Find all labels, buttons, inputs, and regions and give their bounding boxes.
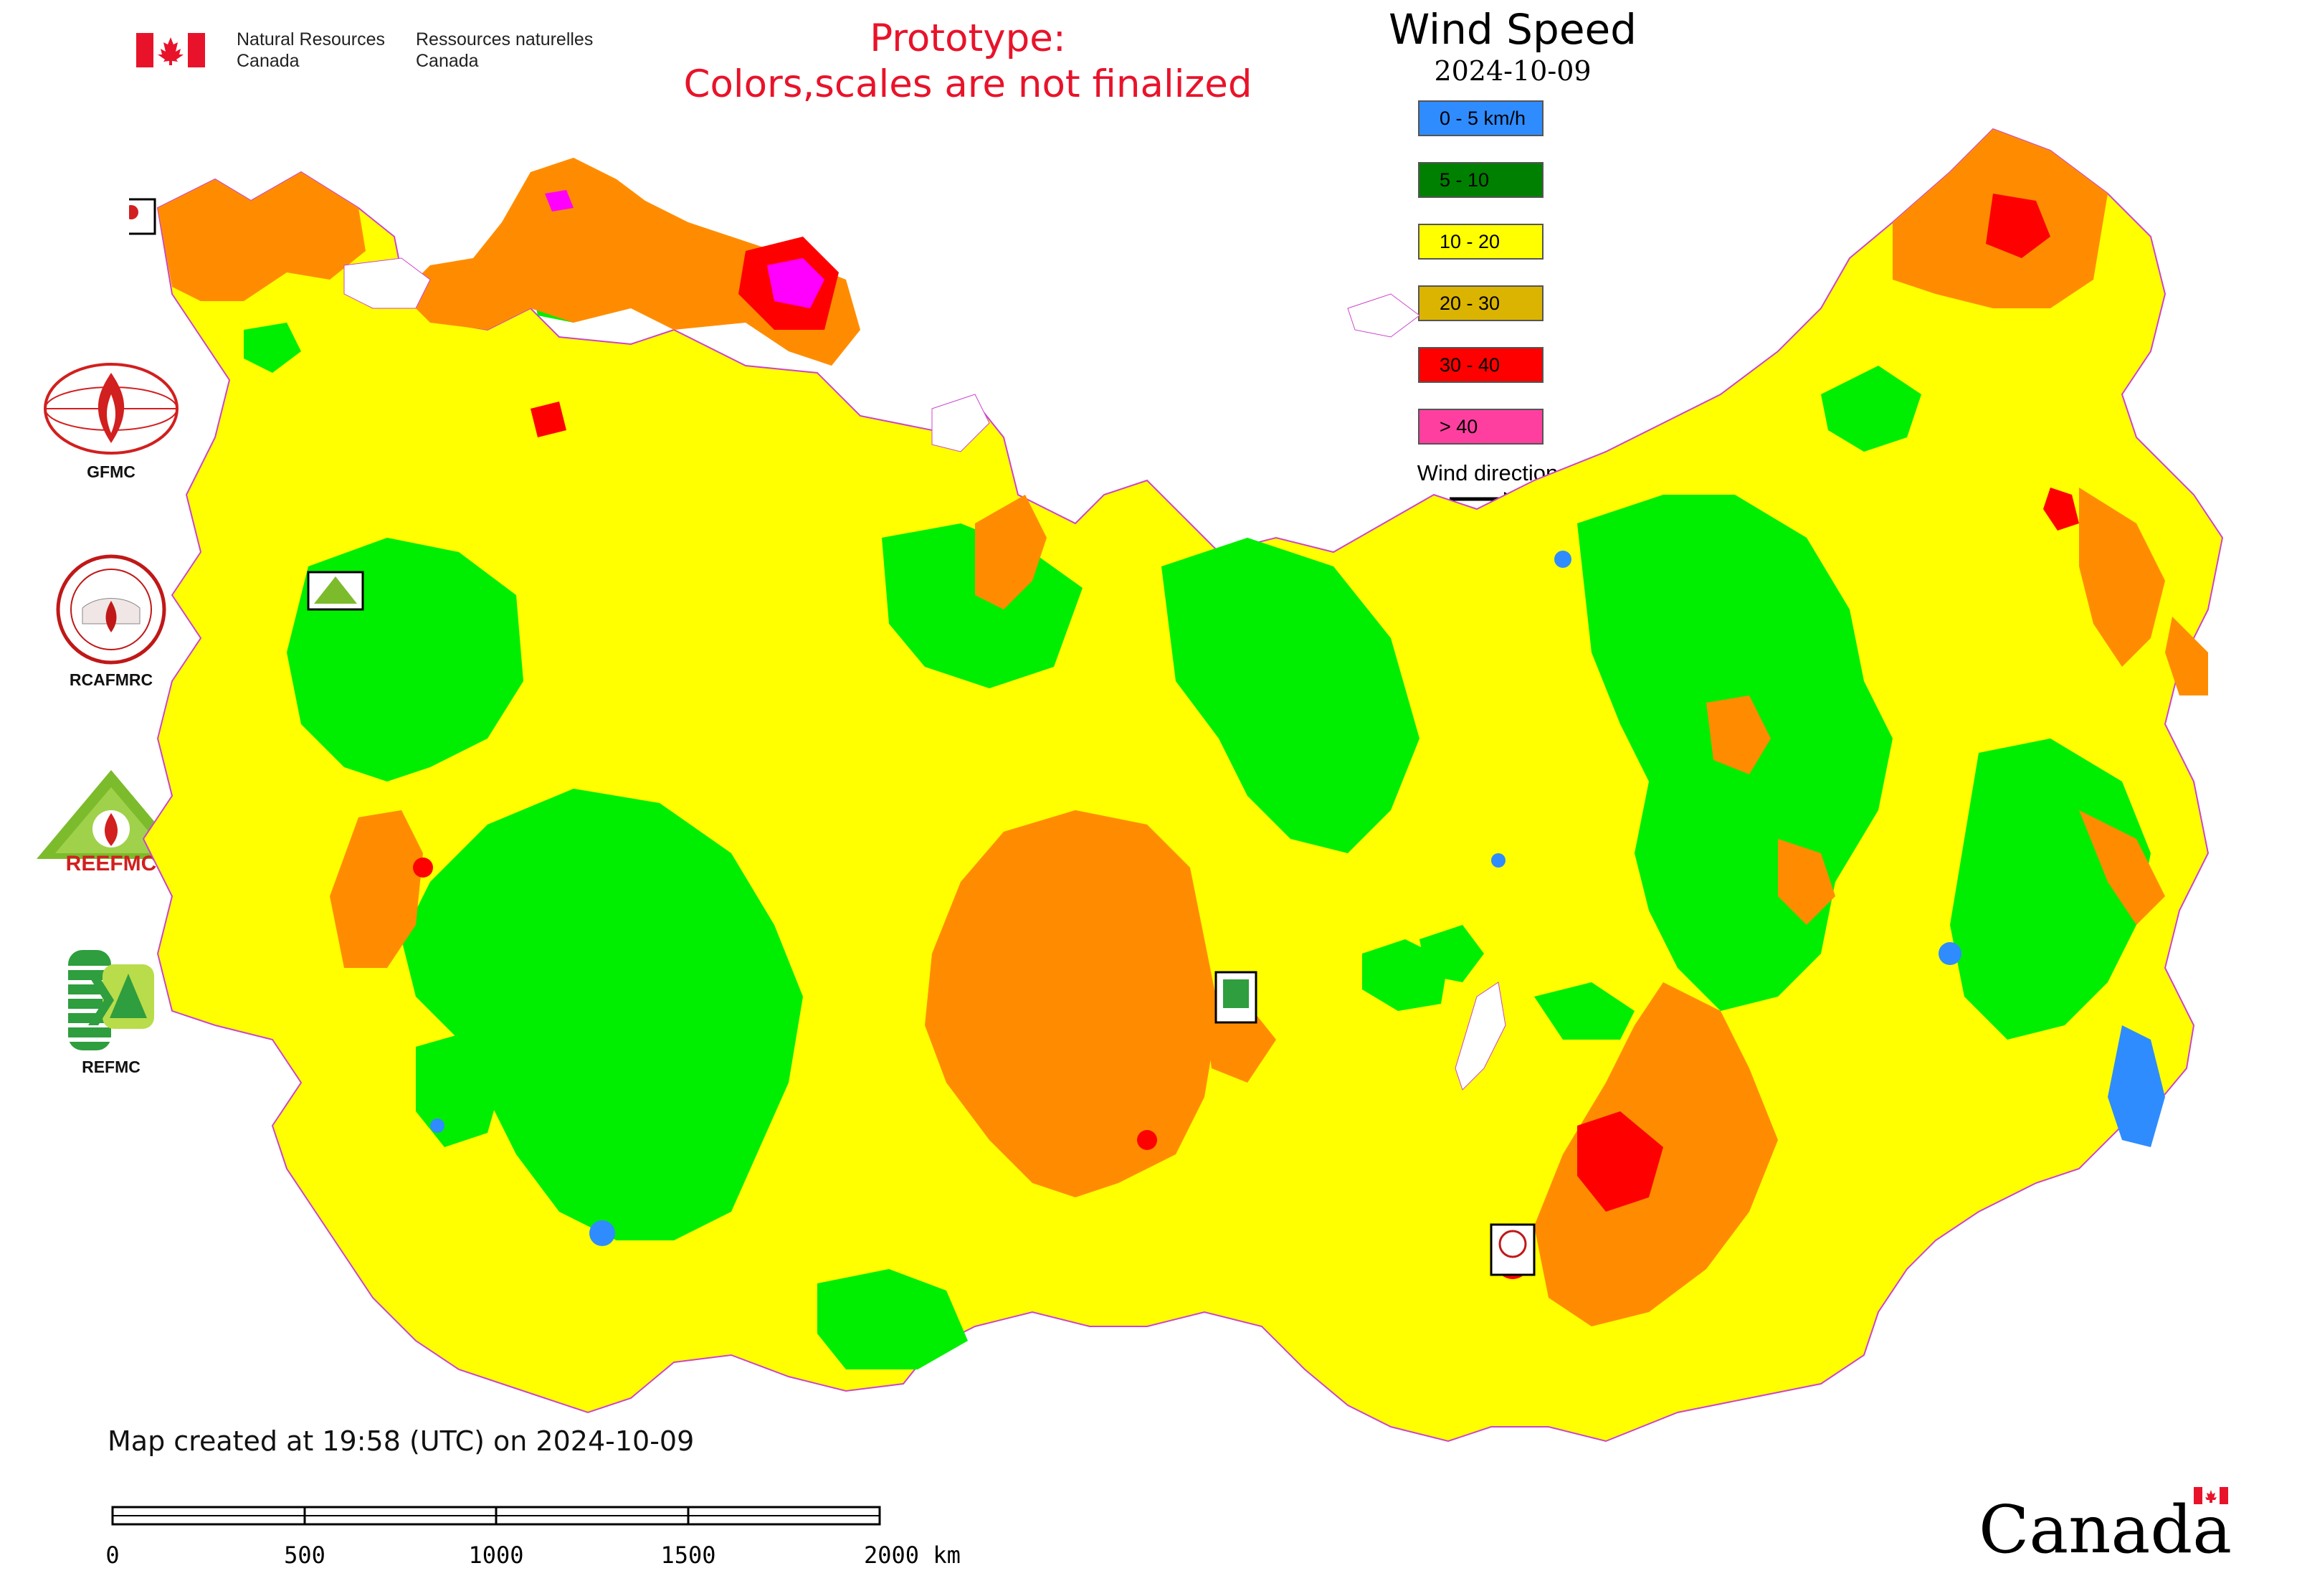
station-marker-reefmc[interactable] xyxy=(307,571,364,611)
very-strong-wind-zones xyxy=(413,194,2079,1279)
canada-wordmark: Canada xyxy=(1979,1487,2232,1568)
legend-date: 2024-10-09 xyxy=(1434,55,1592,87)
station-marker-rcafmrc[interactable] xyxy=(1490,1223,1536,1276)
station-marker-gfmc[interactable] xyxy=(129,198,156,235)
legend-swatch-5-10: 5 - 10 xyxy=(1418,162,1544,198)
scale-bar: 0 500 1000 1500 2000 km xyxy=(105,1506,961,1569)
canada-wordmark-text: Canada xyxy=(1979,1491,2232,1568)
nrcan-signature: Natural Resources Canada Ressources natu… xyxy=(136,27,624,77)
prototype-warning: Prototype: Colors,scales are not finaliz… xyxy=(645,16,1290,108)
legend-swatch-10-20: 10 - 20 xyxy=(1418,224,1544,260)
refmc-logo-block: REFMC xyxy=(29,946,194,1077)
scale-tick-0: 0 xyxy=(105,1542,119,1569)
water-bodies xyxy=(343,257,1506,1091)
scale-tick-1500: 1500 xyxy=(660,1542,715,1569)
calm-zones xyxy=(430,551,2165,1246)
scale-tick-2000: 2000 km xyxy=(864,1542,961,1569)
scale-tick-1000: 1000 xyxy=(468,1542,523,1569)
org-name-en: Natural Resources Canada xyxy=(237,29,386,71)
refmc-caption: REFMC xyxy=(82,1058,141,1076)
rcafmrc-logo-block: RCAFMRC xyxy=(29,552,194,690)
gfmc-caption: GFMC xyxy=(87,462,135,481)
land-base xyxy=(142,128,2224,1443)
prototype-line-2: Colors,scales are not finalized xyxy=(683,62,1252,106)
gfmc-logo xyxy=(44,363,179,455)
map-created-caption: Map created at 19:58 (UTC) on 2024-10-09 xyxy=(108,1425,695,1457)
station-marker-refmc[interactable] xyxy=(1214,971,1257,1024)
gfmc-logo-block: GFMC xyxy=(29,358,194,482)
wordmark-flag-icon xyxy=(2194,1487,2228,1504)
scale-tick-500: 500 xyxy=(284,1542,325,1569)
rcafmrc-caption: RCAFMRC xyxy=(69,670,153,689)
wind-speed-map[interactable] xyxy=(129,93,2251,1477)
reefmc-wordmark: REEFMC xyxy=(66,852,157,875)
legend-swatch-30-40: 30 - 40 xyxy=(1418,347,1544,383)
extreme-wind-zones xyxy=(545,190,824,308)
canada-flag-icon xyxy=(136,33,205,67)
org-name-fr: Ressources naturelles Canada xyxy=(416,29,594,71)
refmc-logo xyxy=(68,950,154,1050)
legend-swatch-0-5: 0 - 5 km/h xyxy=(1418,100,1544,136)
legend-swatch-20-30: 20 - 30 xyxy=(1418,285,1544,321)
legend-title: Wind Speed xyxy=(1388,5,1637,54)
rcafmrc-logo xyxy=(56,554,166,665)
strong-wind-zones xyxy=(158,129,2208,1326)
prototype-line-1: Prototype: xyxy=(870,16,1066,60)
legend-swatch-over-40: > 40 xyxy=(1418,409,1544,445)
